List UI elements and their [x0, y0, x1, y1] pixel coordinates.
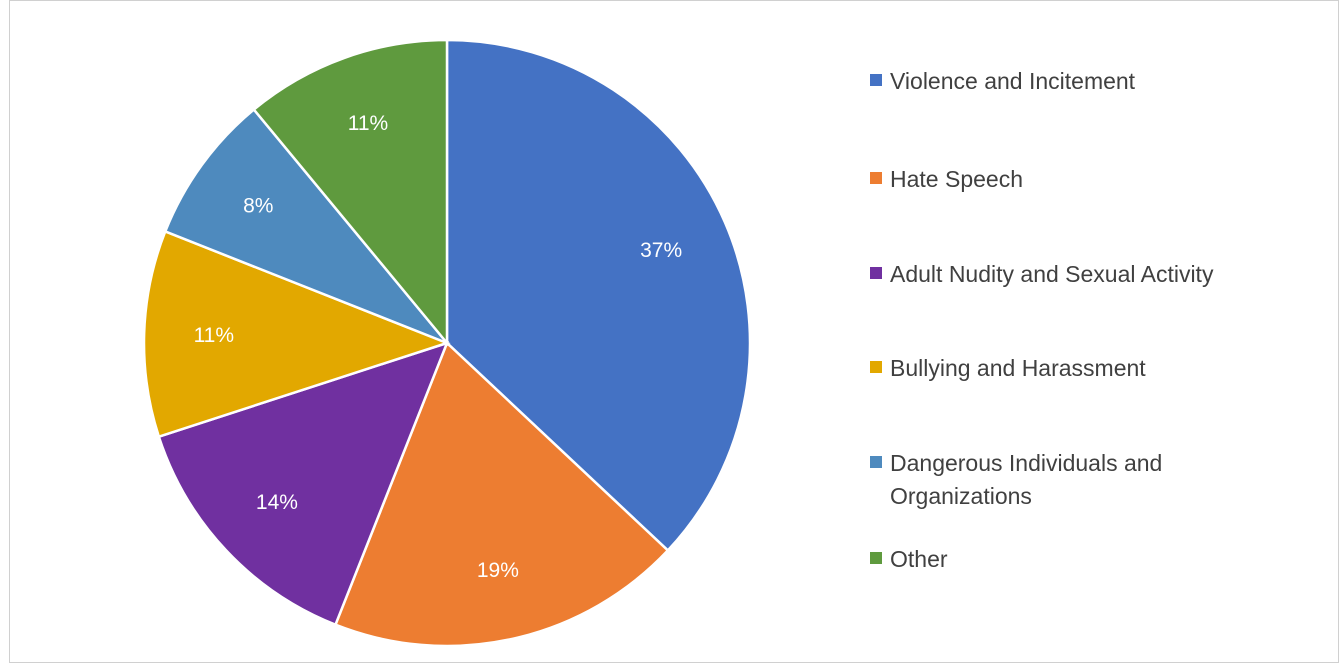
legend-label: Bullying and Harassment: [890, 355, 1146, 381]
data-label-bullying: 11%: [194, 324, 234, 347]
legend-item-dangerous-individuals: Dangerous Individuals and Organizations: [870, 447, 1290, 513]
legend-item-other: Other: [870, 543, 1290, 576]
data-label-adult-nudity: 14%: [256, 491, 298, 514]
legend-swatch: [870, 74, 882, 86]
legend-item-hate-speech: Hate Speech: [870, 163, 1290, 196]
pie-slice-violence: [445, 38, 752, 553]
legend-swatch: [870, 456, 882, 468]
legend-label: Adult Nudity and Sexual Activity: [890, 261, 1214, 287]
legend-label: Violence and Incitement: [890, 68, 1136, 94]
data-label-violence: 37%: [640, 239, 682, 262]
pie-slice-dangerous-individuals: [163, 107, 448, 345]
pie-slice-bullying: [142, 229, 451, 439]
data-label-hate-speech: 19%: [477, 559, 519, 582]
legend-item-violence: Violence and Incitement: [870, 65, 1290, 98]
legend-label: Hate Speech: [890, 166, 1023, 192]
legend-item-adult-nudity: Adult Nudity and Sexual Activity: [870, 258, 1290, 291]
legend-swatch: [870, 361, 882, 373]
legend-item-bullying: Bullying and Harassment: [870, 352, 1290, 385]
legend-label: Other: [890, 546, 948, 572]
legend-swatch: [870, 172, 882, 184]
legend-label: Dangerous Individuals and Organizations: [890, 450, 1163, 509]
legend-swatch: [870, 552, 882, 564]
pie-slice-hate-speech: [333, 340, 670, 648]
legend-swatch: [870, 267, 882, 279]
data-label-other: 11%: [348, 112, 388, 135]
pie-slice-other: [252, 38, 449, 347]
data-label-dangerous-individuals: 8%: [243, 194, 273, 217]
